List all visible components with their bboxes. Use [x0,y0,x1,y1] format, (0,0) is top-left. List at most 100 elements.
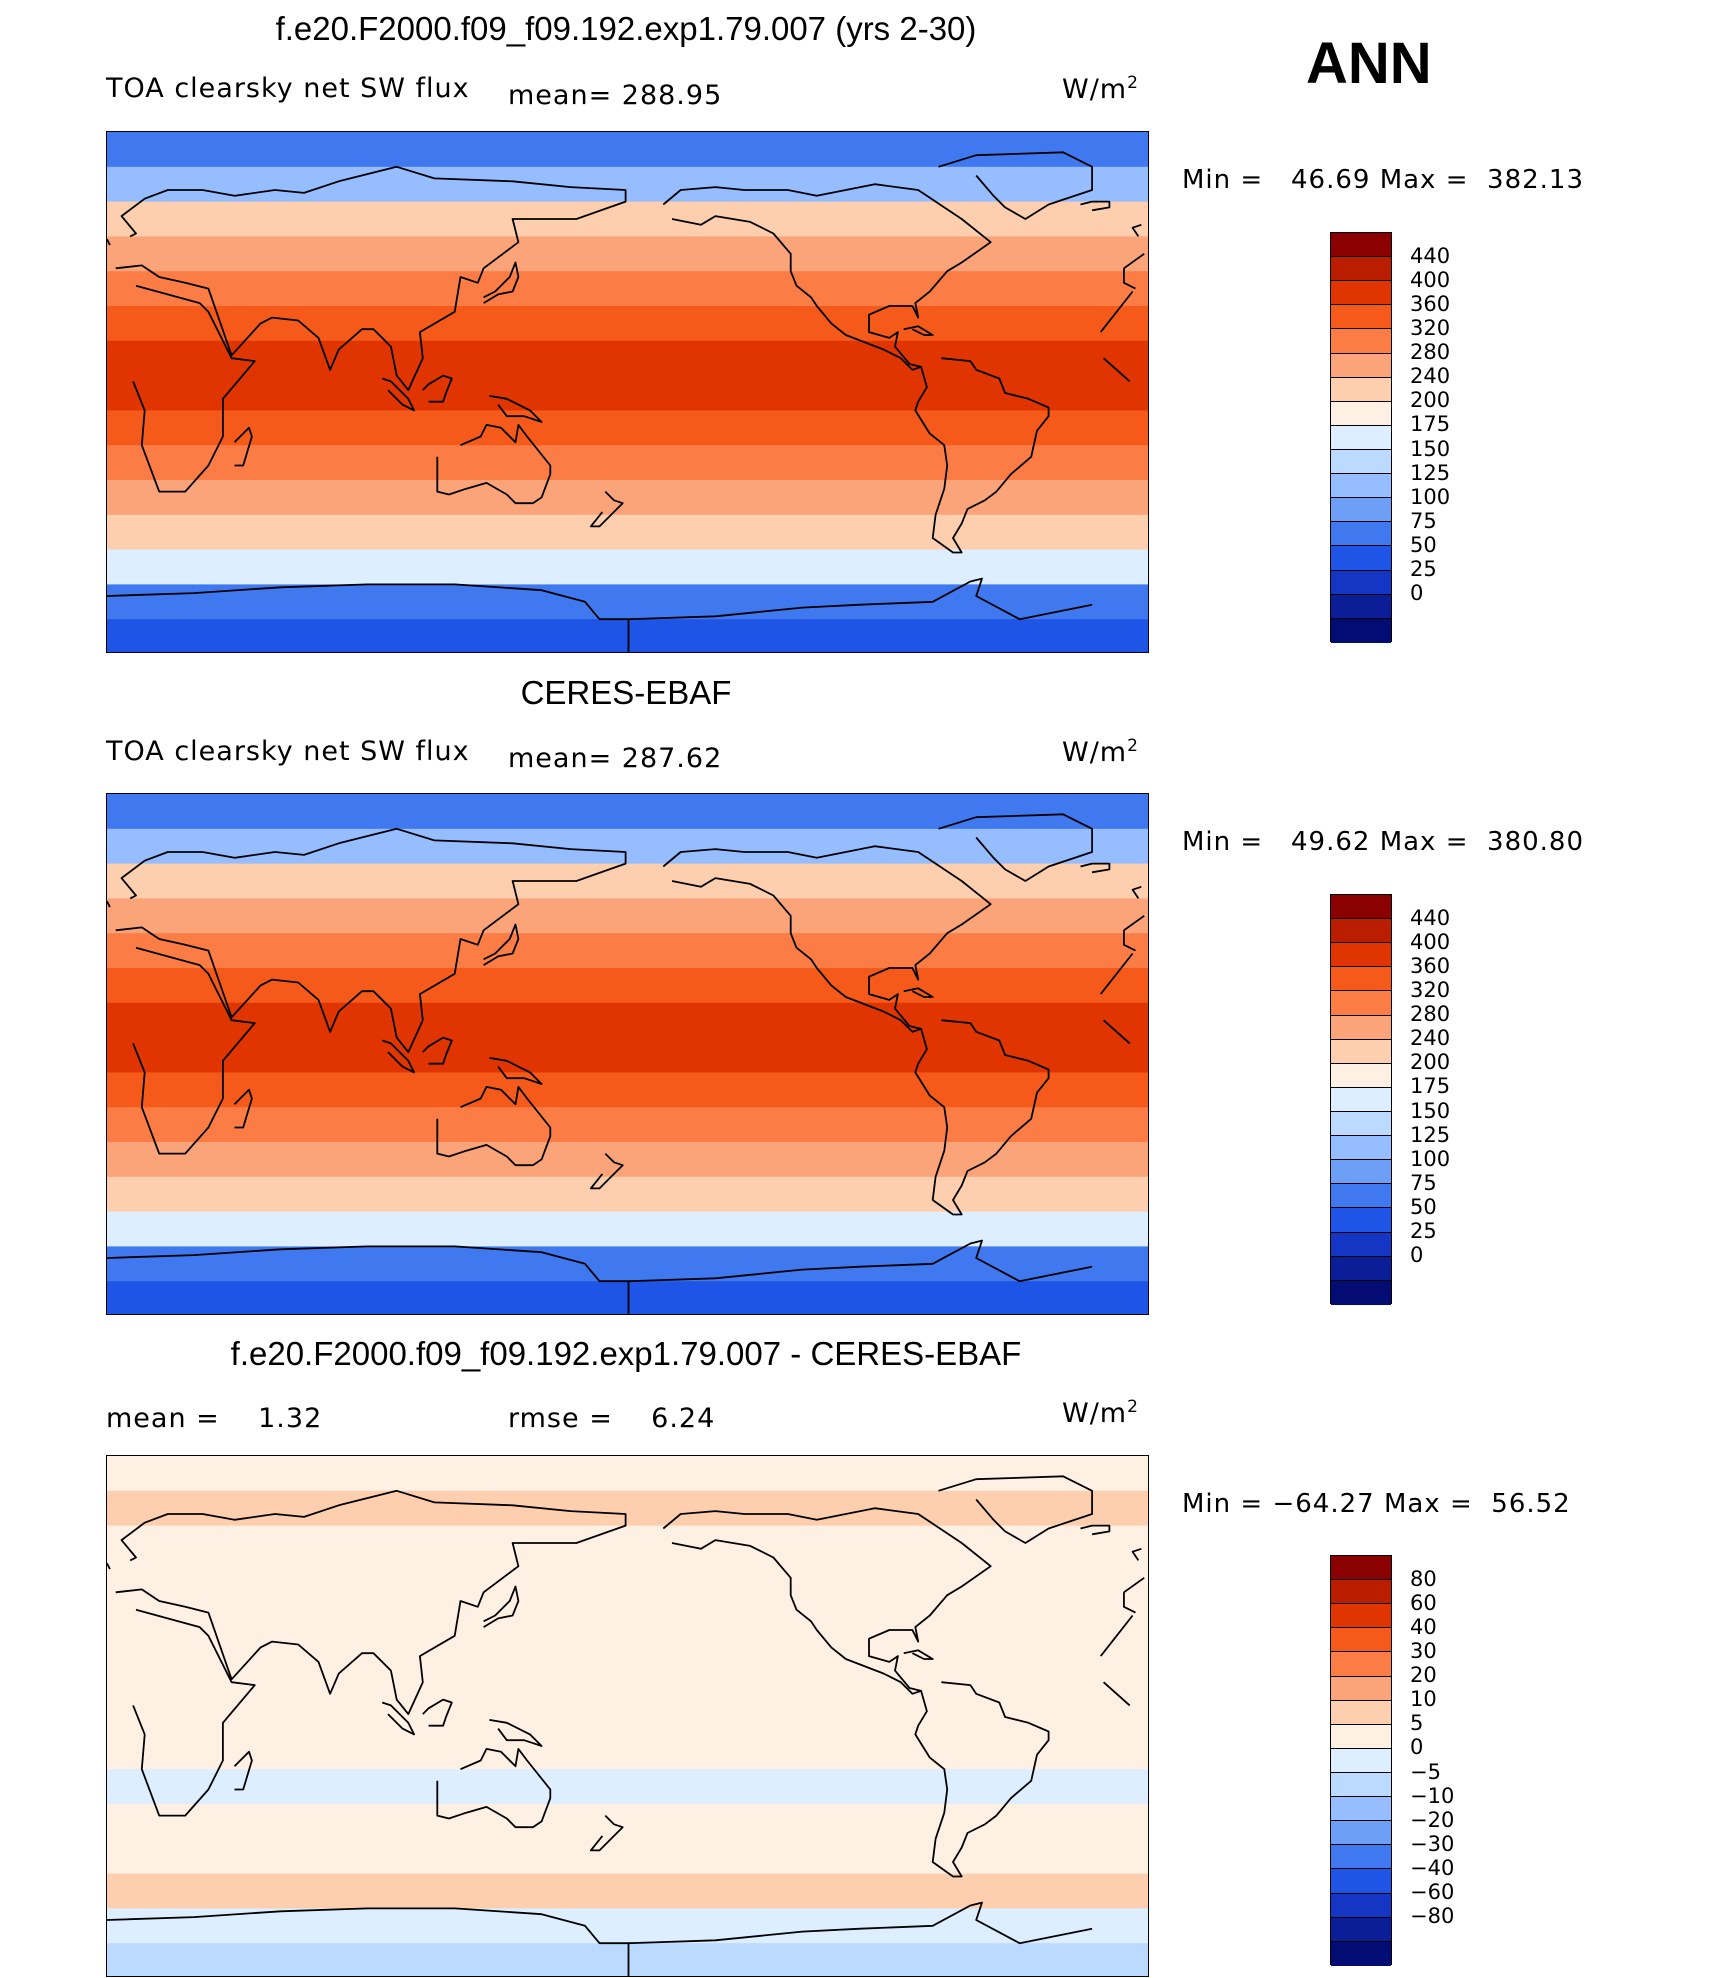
latitude-band [107,549,1148,586]
latitude-band [107,1943,1148,1976]
coastline-nam [662,845,992,1033]
colorbar-swatch [1331,1676,1391,1701]
colorbar-swatch [1331,618,1391,643]
coastline-borneo [422,1036,453,1065]
colorbar-swatch [1331,1772,1391,1798]
colorbar-label: 100 [1410,1146,1451,1171]
latitude-band [107,445,1148,481]
colorbar-swatch [1331,1160,1391,1185]
latitude-band [107,236,1148,273]
panel1-mean: mean= 288.95 [508,80,723,111]
coastline-madagascar [233,1088,253,1129]
colorbar-swatch [1331,919,1391,944]
colorbar-swatch [1331,1087,1391,1112]
latitude-band [107,1873,1148,1910]
panel3-mean: mean = 1.32 [106,1403,323,1434]
colorbar-label: 200 [1410,388,1451,413]
colorbar-swatch [1331,281,1391,306]
colorbar-swatch [1331,1917,1391,1942]
colorbar-label: 125 [1410,460,1451,485]
colorbar-label: 125 [1410,1122,1451,1147]
coastline-sumatra [381,377,416,412]
coastline-eurasia [1123,1577,1145,1594]
coastline-uk [1131,223,1142,237]
coastline-eurasia [1123,915,1145,932]
latitude-band [107,1490,1148,1527]
colorbar-label: 175 [1410,1074,1451,1099]
colorbar-swatch [1331,474,1391,499]
latitude-band [107,1769,1148,1805]
coastline-antarctica [628,577,1093,621]
panel3-units: W/m2 [1062,1397,1139,1429]
latitude-band [107,898,1148,935]
colorbar-label: 0 [1410,1243,1424,1268]
panel3-rmse: rmse = 6.24 [508,1403,716,1434]
colorbar-swatch [1331,522,1391,547]
model-map [106,131,1149,653]
coastline-iceland [1080,862,1111,874]
colorbar-label: 20 [1410,1663,1437,1688]
coastline-uk [107,900,111,908]
coastline-sumatra [381,1701,416,1736]
coastline-borneo [422,374,453,403]
colorbar-label: 440 [1410,243,1451,268]
colorbar-swatch [1331,1893,1391,1918]
panel3-colorbar [1330,1555,1392,1966]
coastline-africa [132,284,256,493]
colorbar-swatch [1331,1232,1391,1257]
colorbar-label: 240 [1410,364,1451,389]
colorbar-swatch [1331,1015,1391,1040]
latitude-band [107,1456,1148,1492]
colorbar-swatch [1331,895,1391,920]
panel2-mean: mean= 287.62 [508,743,723,774]
colorbar-label: 25 [1410,557,1437,582]
colorbar-label: 200 [1410,1050,1451,1075]
latitude-band [107,1908,1148,1945]
panel2-title: CERES-EBAF [520,674,732,711]
colorbar-label: 25 [1410,1219,1437,1244]
panel2-variable: TOA clearsky net SW flux [106,736,470,767]
latitude-band [107,166,1148,203]
colorbar-label: 40 [1410,1614,1437,1639]
latitude-band [107,375,1148,412]
colorbar-label: −80 [1410,1904,1455,1929]
latitude-band [107,933,1148,969]
coastline-uk [1131,885,1142,899]
colorbar-label: 0 [1410,1735,1424,1760]
coastline-madagascar [233,1750,253,1791]
colorbar-label: 100 [1410,484,1451,509]
latitude-band [107,1804,1148,1840]
latitude-band [107,1560,1148,1597]
coastline-antarctica [628,1901,1093,1945]
colorbar-swatch [1331,233,1391,258]
colorbar-label: 50 [1410,1195,1437,1220]
latitude-band [107,1664,1148,1701]
coastline-sumatra [381,1039,416,1074]
colorbar-swatch [1331,1063,1391,1088]
colorbar-label: 320 [1410,315,1451,340]
panel1-title: f.e20.F2000.f09_f09.192.exp1.79.007 (yrs… [275,10,977,47]
coastline-japan [483,923,520,966]
coastline-antarctica [107,1245,630,1314]
colorbar-swatch [1331,1724,1391,1749]
panel3-title: f.e20.F2000.f09_f09.192.exp1.79.007 - CE… [230,1335,1022,1372]
colorbar-swatch [1331,1628,1391,1653]
latitude-band [107,1246,1148,1283]
latitude-band [107,1734,1148,1771]
coastline-eurasia [115,827,627,1054]
colorbar-swatch [1331,353,1391,378]
colorbar-label: 240 [1410,1026,1451,1051]
latitude-band [107,480,1148,516]
coastline-antarctica [107,1907,630,1976]
colorbar-swatch [1331,1700,1391,1725]
latitude-band [107,1838,1148,1875]
coastline-eurasia [1123,268,1136,290]
coastline-japan [483,261,520,304]
coastline-australia [436,1085,552,1167]
colorbar-label: −30 [1410,1831,1455,1856]
panel1-minmax: Min = 46.69 Max = 382.13 [1182,165,1585,195]
coastline-newguinea [489,395,543,423]
coastline-uk [1131,1547,1142,1561]
coastline-newzealand [589,1814,624,1852]
colorbar-label: 360 [1410,291,1451,316]
